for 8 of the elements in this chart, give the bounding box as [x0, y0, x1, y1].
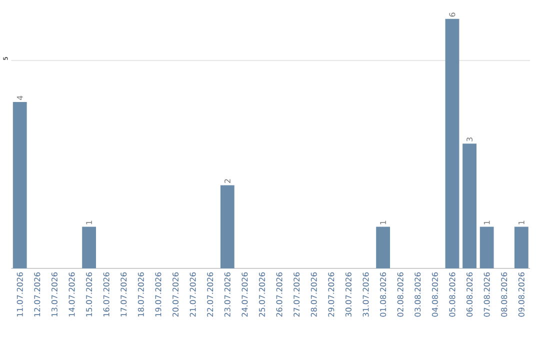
bar: [82, 226, 96, 268]
bar: [480, 226, 494, 268]
bar: [514, 226, 528, 268]
bar: [462, 144, 476, 268]
bar: [12, 102, 27, 268]
bar: [445, 18, 460, 268]
bar: [220, 185, 234, 268]
bar: [376, 226, 390, 268]
